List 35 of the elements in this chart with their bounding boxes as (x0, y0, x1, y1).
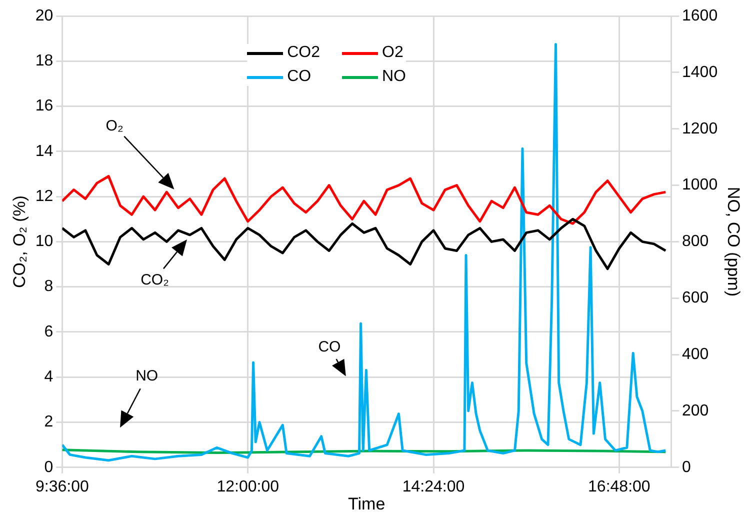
x-tick-label: 12:00:00 (216, 478, 280, 496)
annotation: CO (318, 338, 341, 356)
y2-tick-label: 1200 (682, 120, 718, 138)
annotation: NO (136, 368, 158, 385)
y-axis-title: CO₂, O₂ (%) (10, 195, 29, 288)
y2-tick-label: 600 (682, 290, 709, 307)
annotation: O₂ (106, 118, 124, 135)
y-tick-label: 16 (35, 98, 54, 115)
y-tick-label: 4 (44, 368, 54, 386)
y-tick-label: 20 (35, 7, 54, 24)
legend-label: O2 (382, 44, 404, 62)
y2-tick-label: 1600 (682, 7, 718, 24)
y-tick-label: 2 (44, 414, 54, 431)
y2-tick-label: 0 (682, 458, 692, 476)
y2-tick-label: 800 (682, 233, 709, 250)
y-tick-label: 10 (35, 233, 54, 250)
x-axis-title: Time (348, 494, 386, 514)
x-tick-label: 16:48:00 (588, 478, 650, 496)
x-tick-label: 14:24:00 (402, 478, 465, 496)
legend-label: NO (382, 68, 406, 86)
y2-tick-label: 400 (682, 346, 709, 363)
y-tick-label: 12 (35, 188, 54, 205)
y-tick-label: 14 (35, 142, 54, 160)
y2-tick-label: 1400 (682, 64, 718, 81)
y2-axis-title: NO, CO (ppm) (724, 186, 744, 296)
legend-label: CO (287, 68, 312, 86)
annotation: CO₂ (140, 271, 169, 288)
legend-label: CO2 (287, 44, 320, 62)
y2-tick-label: 200 (682, 402, 709, 420)
y2-tick-label: 1000 (682, 176, 718, 194)
x-tick-label: 9:36:00 (36, 478, 89, 496)
y-tick-label: 6 (44, 323, 54, 340)
y-tick-label: 18 (35, 52, 54, 70)
y-tick-label: 0 (44, 458, 54, 476)
y-tick-label: 8 (44, 278, 54, 296)
